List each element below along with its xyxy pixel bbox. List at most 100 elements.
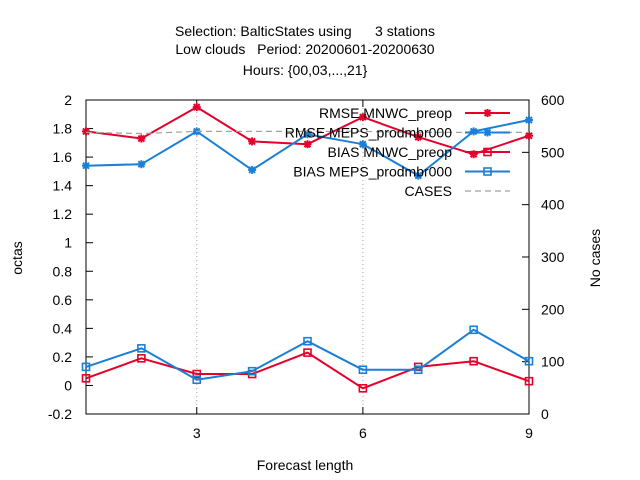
- y2-tick-label: 0: [541, 406, 549, 422]
- data-point: [137, 344, 146, 353]
- data-point-stroke: [137, 134, 146, 143]
- y-tick-label: 1.6: [53, 149, 73, 165]
- data-point-stroke: [82, 127, 90, 136]
- data-point: [192, 369, 202, 379]
- legend-item: BIAS MNWC_preop: [328, 144, 510, 160]
- data-point: [358, 140, 367, 149]
- y2-tick-label: 400: [541, 197, 565, 213]
- data-point: [358, 384, 368, 393]
- data-point: [82, 161, 90, 170]
- data-point: [137, 354, 146, 363]
- legend-label: CASES: [405, 183, 452, 199]
- title-line-1: Selection: BalticStates using 3 stations: [175, 23, 435, 39]
- data-point-stroke: [137, 160, 146, 168]
- y2-tick-label: 500: [541, 144, 565, 160]
- y-tick-label: 0: [64, 377, 72, 393]
- data-point: [303, 336, 312, 346]
- data-point-stroke: [303, 130, 312, 138]
- data-point: [82, 127, 90, 136]
- data-point-stroke: [82, 161, 90, 170]
- data-point: [525, 131, 533, 140]
- data-point: [358, 365, 368, 375]
- data-point: [413, 365, 423, 375]
- data-point: [414, 133, 423, 142]
- data-point-stroke: [359, 113, 367, 121]
- data-point: [358, 113, 367, 122]
- data-point: [137, 160, 146, 169]
- data-point: [248, 165, 257, 174]
- data-point: [247, 366, 257, 376]
- data-point: [525, 115, 533, 124]
- y-tick-label: 1.2: [53, 206, 73, 222]
- y2-tick-label: 200: [541, 301, 565, 317]
- legend-item: CASES: [405, 183, 510, 199]
- y-tick-label: 0.6: [53, 292, 73, 308]
- data-point: [483, 147, 492, 157]
- data-point: [192, 375, 202, 385]
- data-point-stroke: [248, 137, 256, 146]
- title-line-3: Hours: {00,03,...,21}: [243, 62, 368, 78]
- y-tick-label: 0.8: [53, 263, 73, 279]
- data-point: [469, 325, 478, 335]
- data-point: [483, 109, 492, 117]
- y-tick-label: 0.2: [53, 349, 73, 365]
- series-0: [82, 103, 533, 159]
- data-point-stroke: [248, 166, 256, 174]
- data-point-stroke: [193, 103, 201, 111]
- data-point: [524, 356, 534, 366]
- data-point: [469, 356, 478, 366]
- data-point-stroke: [483, 109, 492, 117]
- legend-label: RMSE MNWC_preop: [319, 105, 452, 121]
- series-1: [82, 115, 533, 180]
- data-point-stroke: [414, 133, 422, 141]
- legend-label: BIAS MNWC_preop: [328, 144, 453, 160]
- y-axis-label: octas: [9, 241, 25, 274]
- chart-title: Selection: BalticStates using 3 stations…: [175, 23, 435, 78]
- data-point: [524, 376, 534, 386]
- data-point: [483, 128, 492, 137]
- y2-tick-label: 600: [541, 92, 565, 108]
- series-line: [85, 130, 529, 135]
- data-point: [137, 134, 146, 143]
- series-2: [81, 348, 534, 393]
- data-point: [303, 140, 312, 149]
- legend-item: RMSE MEPS_prodmbr000: [285, 125, 510, 141]
- y-tick-label: 1: [64, 235, 72, 251]
- y-tick-label: 1.8: [53, 121, 73, 137]
- series-line: [85, 328, 530, 381]
- data-point-stroke: [483, 128, 492, 137]
- series-4: [85, 130, 529, 135]
- series-area: [81, 103, 534, 393]
- data-point-stroke: [525, 116, 533, 124]
- data-point: [469, 127, 478, 136]
- series-3: [81, 325, 534, 385]
- x-tick-label: 9: [525, 425, 533, 441]
- x-tick-label: 3: [193, 425, 201, 441]
- title-line-2: Low clouds Period: 20200601-20200630: [175, 41, 434, 57]
- legend-item: RMSE MNWC_preop: [319, 105, 510, 121]
- y2-axis-label: No cases: [587, 229, 603, 287]
- data-point: [192, 103, 201, 112]
- data-point: [248, 137, 257, 146]
- data-point: [483, 167, 492, 176]
- data-point: [81, 374, 91, 383]
- y2-tick-label: 300: [541, 249, 565, 265]
- legend: RMSE MNWC_preop RMSE MEPS_prodmbr000 BIAS …: [285, 105, 510, 199]
- y-tick-label: 2: [64, 92, 72, 108]
- grid: [196, 100, 364, 414]
- series-line: [85, 351, 530, 390]
- axes: -0.2 0 0.2 0.4 0.6 0.8 1 1.2 1.4 1.6 1.8 2 0 100 200 30…: [48, 92, 565, 441]
- legend-label: RMSE MEPS_prodmbr000: [285, 125, 453, 141]
- data-point: [303, 348, 312, 357]
- x-axis-label: Forecast length: [257, 457, 354, 473]
- data-point-stroke: [303, 140, 312, 148]
- legend-item: BIAS MEPS_prodmbr000: [293, 164, 510, 180]
- data-point-stroke: [414, 171, 422, 180]
- y-tick-label: -0.2: [48, 406, 72, 422]
- data-point-stroke: [525, 131, 533, 140]
- data-point-stroke: [359, 140, 367, 148]
- legend-label: BIAS MEPS_prodmbr000: [293, 164, 452, 180]
- data-point: [414, 171, 423, 180]
